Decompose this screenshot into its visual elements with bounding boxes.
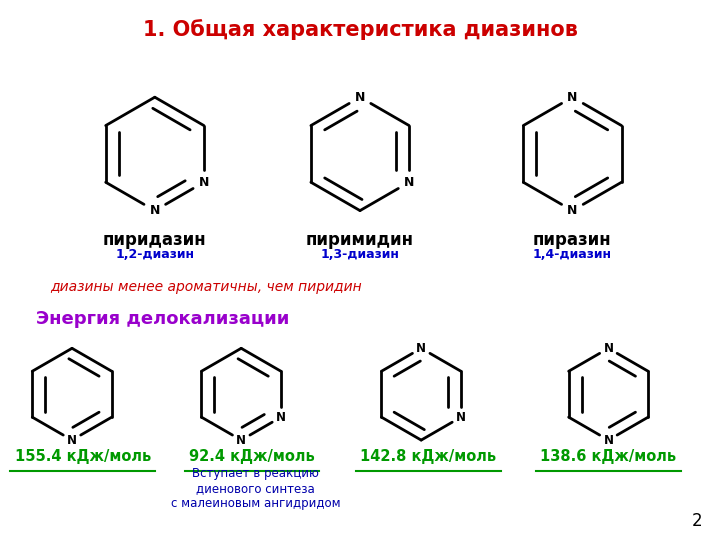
Text: N: N — [603, 434, 613, 447]
Text: N: N — [416, 342, 426, 355]
Text: 2: 2 — [691, 512, 702, 530]
Text: 142.8 кДж/моль: 142.8 кДж/моль — [360, 449, 497, 464]
Text: N: N — [456, 410, 466, 424]
Text: пиримидин: пиримидин — [306, 231, 414, 249]
Text: Вступает в реакцию
диенового синтеза
с малеиновым ангидридом: Вступает в реакцию диенового синтеза с м… — [171, 467, 341, 510]
Text: N: N — [276, 410, 286, 424]
Text: N: N — [150, 204, 160, 217]
Text: N: N — [603, 342, 613, 355]
Text: 138.6 кДж/моль: 138.6 кДж/моль — [540, 449, 677, 464]
Text: 155.4 кДж/моль: 155.4 кДж/моль — [14, 449, 151, 464]
Text: Энергия делокализации: Энергия делокализации — [36, 309, 289, 328]
Text: N: N — [404, 176, 414, 189]
Text: N: N — [355, 91, 365, 104]
Text: N: N — [567, 91, 577, 104]
Text: пиридазин: пиридазин — [103, 231, 207, 249]
Text: N: N — [199, 176, 209, 189]
Text: N: N — [567, 204, 577, 217]
Text: 1,4-диазин: 1,4-диазин — [533, 248, 612, 261]
Text: 1. Общая характеристика диазинов: 1. Общая характеристика диазинов — [143, 19, 577, 40]
Text: пиразин: пиразин — [533, 231, 612, 249]
Text: 92.4 кДж/моль: 92.4 кДж/моль — [189, 449, 315, 464]
Text: N: N — [67, 434, 77, 447]
Text: диазины менее ароматичны, чем пиридин: диазины менее ароматичны, чем пиридин — [50, 280, 362, 294]
Text: N: N — [236, 434, 246, 447]
Text: 1,2-диазин: 1,2-диазин — [115, 248, 194, 261]
Text: 1,3-диазин: 1,3-диазин — [320, 248, 400, 261]
